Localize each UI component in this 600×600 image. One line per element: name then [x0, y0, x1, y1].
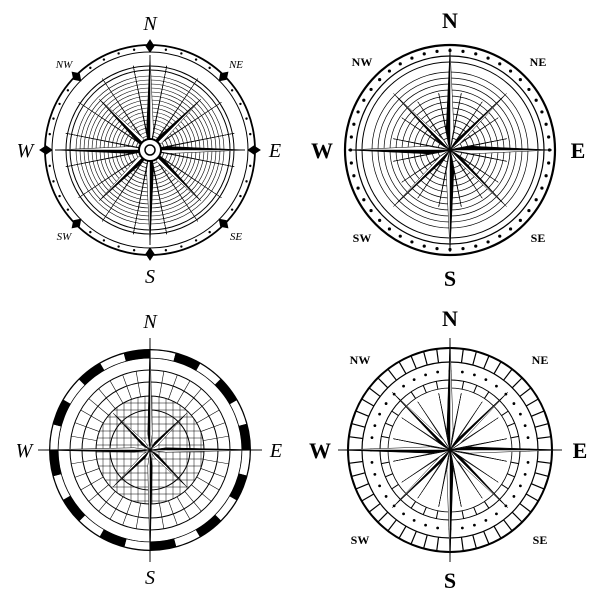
compass-grid: N E S W NE SE SW NW	[0, 0, 600, 600]
compass-rose-icon: N E S W	[0, 300, 300, 600]
label-sw: SW	[351, 533, 370, 547]
compass-rose-icon: N E S W NE SE SW NW	[300, 300, 600, 600]
compass-top-right: N E S W NE SE SW NW	[300, 0, 600, 300]
label-n: N	[142, 311, 158, 333]
label-s: S	[444, 266, 456, 291]
label-sw: SW	[57, 231, 73, 243]
compass-rose-icon: N E S W NE SE SW NW	[0, 0, 300, 300]
label-se: SE	[533, 533, 548, 547]
label-s: S	[145, 266, 155, 288]
label-se: SE	[531, 231, 546, 245]
label-s: S	[145, 567, 155, 589]
compass-bottom-left: N E S W	[0, 300, 300, 600]
label-e: E	[268, 140, 281, 162]
label-w: W	[311, 138, 333, 163]
label-e: E	[571, 138, 586, 163]
label-e: E	[573, 438, 588, 463]
label-ne: NE	[532, 353, 549, 367]
label-nw: NW	[350, 353, 371, 367]
label-n: N	[442, 8, 458, 33]
compass-rose-icon: N E S W NE SE SW NW	[300, 0, 600, 300]
label-n: N	[442, 306, 458, 331]
label-nw: NW	[352, 55, 373, 69]
label-s: S	[444, 568, 456, 593]
label-se: SE	[230, 231, 243, 243]
label-ne: NE	[228, 59, 243, 71]
label-w: W	[309, 438, 331, 463]
compass-top-left: N E S W NE SE SW NW	[0, 0, 300, 300]
label-nw: NW	[55, 59, 73, 71]
label-ne: NE	[530, 55, 547, 69]
label-w: W	[16, 440, 35, 462]
label-e: E	[269, 440, 282, 462]
label-n: N	[142, 13, 158, 35]
label-w: W	[17, 140, 36, 162]
compass-bottom-right: N E S W NE SE SW NW	[300, 300, 600, 600]
label-sw: SW	[353, 231, 372, 245]
